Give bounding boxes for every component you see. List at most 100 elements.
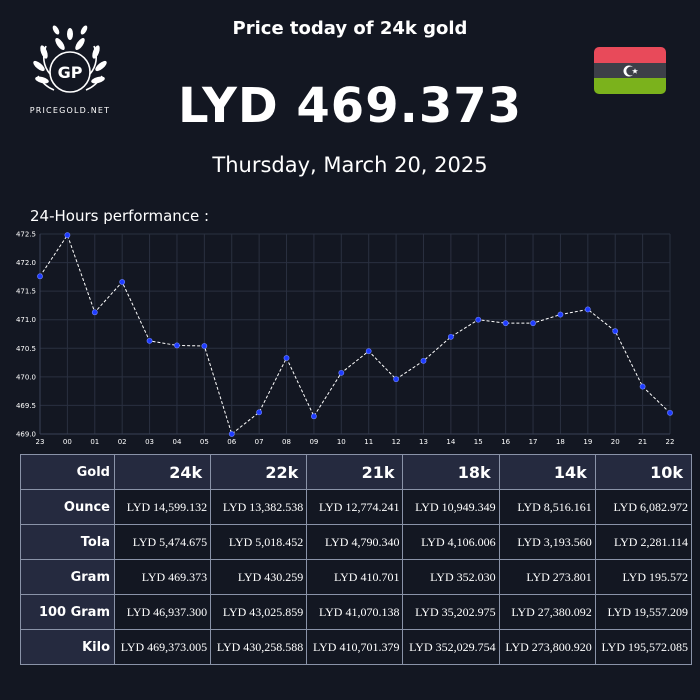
y-tick-label: 471.5 xyxy=(16,288,36,296)
table-cell: LYD 27,380.092 xyxy=(498,594,596,630)
current-price: LYD 469.373 xyxy=(177,78,523,134)
table-cell: LYD 10,949.349 xyxy=(402,489,500,525)
x-tick-label: 13 xyxy=(419,438,428,446)
table-cell: LYD 352.030 xyxy=(402,559,500,595)
table-cell: LYD 43,025.859 xyxy=(210,594,308,630)
data-point xyxy=(447,333,454,340)
table-cell: LYD 469.373 xyxy=(113,559,212,595)
price-line-chart: 469.0 469.5 470.0 470.5 471.0 471.5 472.0 472.5… xyxy=(16,231,675,447)
row-header: Ounce xyxy=(20,489,115,525)
y-tick-label: 470.5 xyxy=(16,345,36,353)
column-header: 10k xyxy=(594,454,693,490)
y-tick-label: 472.0 xyxy=(16,259,36,267)
data-point xyxy=(311,413,317,420)
row-header: Gram xyxy=(20,559,115,595)
x-tick-label: 02 xyxy=(118,438,127,446)
column-header: 24k xyxy=(113,454,212,490)
table-row: Tola LYD 5,474.675 LYD 5,018.452 LYD 4,7… xyxy=(20,524,693,560)
y-tick-label: 470.0 xyxy=(16,373,36,381)
row-header: Kilo xyxy=(20,629,115,665)
brand-name: PRICEGOLD.NET xyxy=(29,106,111,115)
x-tick-label: 06 xyxy=(227,438,236,446)
y-tick-label: 472.5 xyxy=(16,231,36,239)
row-header: Tola xyxy=(20,524,115,560)
logo-initials: GP xyxy=(57,63,83,82)
table-row: Ounce LYD 14,599.132 LYD 13,382.538 LYD … xyxy=(20,489,693,525)
x-tick-label: 16 xyxy=(501,438,510,446)
table-cell: LYD 6,082.972 xyxy=(594,489,693,525)
y-tick-label: 469.5 xyxy=(16,402,36,410)
brand-logo: GP PRICEGOLD.NET xyxy=(22,22,118,118)
x-tick-label: 04 xyxy=(172,438,181,446)
series-line xyxy=(39,234,671,435)
data-point xyxy=(530,320,536,327)
price-table: Gold 24k 22k 21k 18k 14k 10k Ounce LYD 1… xyxy=(20,454,693,665)
data-point xyxy=(502,320,509,327)
x-tick-label: 19 xyxy=(583,438,592,446)
table-row: Kilo LYD 469,373.005 LYD 430,258.588 LYD… xyxy=(20,629,693,665)
data-point xyxy=(283,355,290,361)
x-tick-label: 22 xyxy=(666,438,675,446)
x-tick-label: 20 xyxy=(611,438,620,446)
table-cell: LYD 4,106.006 xyxy=(402,524,500,560)
x-tick-label: 07 xyxy=(255,438,264,446)
table-cell: LYD 273.801 xyxy=(498,559,596,595)
data-point xyxy=(365,348,372,355)
table-cell: LYD 469,373.005 xyxy=(113,629,212,665)
data-point xyxy=(37,273,43,280)
data-point xyxy=(64,232,71,239)
x-tick-label: 21 xyxy=(638,438,647,446)
data-point xyxy=(420,357,427,364)
table-cell: LYD 35,202.975 xyxy=(402,594,500,630)
table-cell: LYD 430.259 xyxy=(210,559,308,595)
x-tick-label: 09 xyxy=(309,438,318,446)
table-row: Gram LYD 469.373 LYD 430.259 LYD 410.701… xyxy=(20,559,693,595)
data-point xyxy=(91,309,98,316)
table-cell: LYD 410,701.379 xyxy=(306,629,404,665)
x-tick-label: 01 xyxy=(90,438,99,446)
data-point xyxy=(393,376,399,383)
table-cell: LYD 46,937.300 xyxy=(113,594,212,630)
data-point xyxy=(667,409,673,416)
table-cell: LYD 4,790.340 xyxy=(306,524,404,560)
libya-flag-icon xyxy=(594,47,666,94)
data-point xyxy=(201,343,208,349)
table-corner-label: Gold xyxy=(20,454,115,490)
table-cell: LYD 195,572.085 xyxy=(594,629,693,665)
data-point xyxy=(639,383,646,390)
x-tick-label: 00 xyxy=(63,438,72,446)
data-point xyxy=(475,316,482,323)
table-cell: LYD 12,774.241 xyxy=(306,489,404,525)
x-tick-label: 17 xyxy=(529,438,538,446)
headline: Price today of 24k gold xyxy=(232,18,468,39)
row-header: 100 Gram xyxy=(20,594,115,630)
data-point xyxy=(584,306,591,313)
column-header: 14k xyxy=(498,454,596,490)
x-tick-label: 05 xyxy=(200,438,209,446)
data-point xyxy=(119,279,126,285)
wreath-emblem-icon xyxy=(33,25,107,93)
data-point xyxy=(338,369,345,376)
data-point xyxy=(256,409,263,416)
x-tick-label: 18 xyxy=(556,438,565,446)
table-cell: LYD 195.572 xyxy=(594,559,693,595)
x-tick-label: 10 xyxy=(337,438,346,446)
x-tick-label: 15 xyxy=(474,438,483,446)
table-cell: LYD 2,281.114 xyxy=(594,524,693,560)
y-tick-label: 469.0 xyxy=(16,431,36,439)
table-cell: LYD 3,193.560 xyxy=(498,524,596,560)
table-cell: LYD 352,029.754 xyxy=(402,629,500,665)
y-tick-label: 471.0 xyxy=(16,316,36,324)
x-tick-label: 12 xyxy=(392,438,401,446)
x-tick-label: 03 xyxy=(145,438,154,446)
table-cell: LYD 14,599.132 xyxy=(113,489,212,525)
price-date: Thursday, March 20, 2025 xyxy=(212,153,488,177)
table-cell: LYD 273,800.920 xyxy=(498,629,596,665)
table-cell: LYD 410.701 xyxy=(306,559,404,595)
x-tick-label: 23 xyxy=(36,438,45,446)
table-header-row: Gold 24k 22k 21k 18k 14k 10k xyxy=(20,454,693,490)
table-cell: LYD 41,070.138 xyxy=(306,594,404,630)
x-tick-label: 11 xyxy=(364,438,373,446)
table-cell: LYD 19,557.209 xyxy=(594,594,693,630)
column-header: 18k xyxy=(402,454,500,490)
